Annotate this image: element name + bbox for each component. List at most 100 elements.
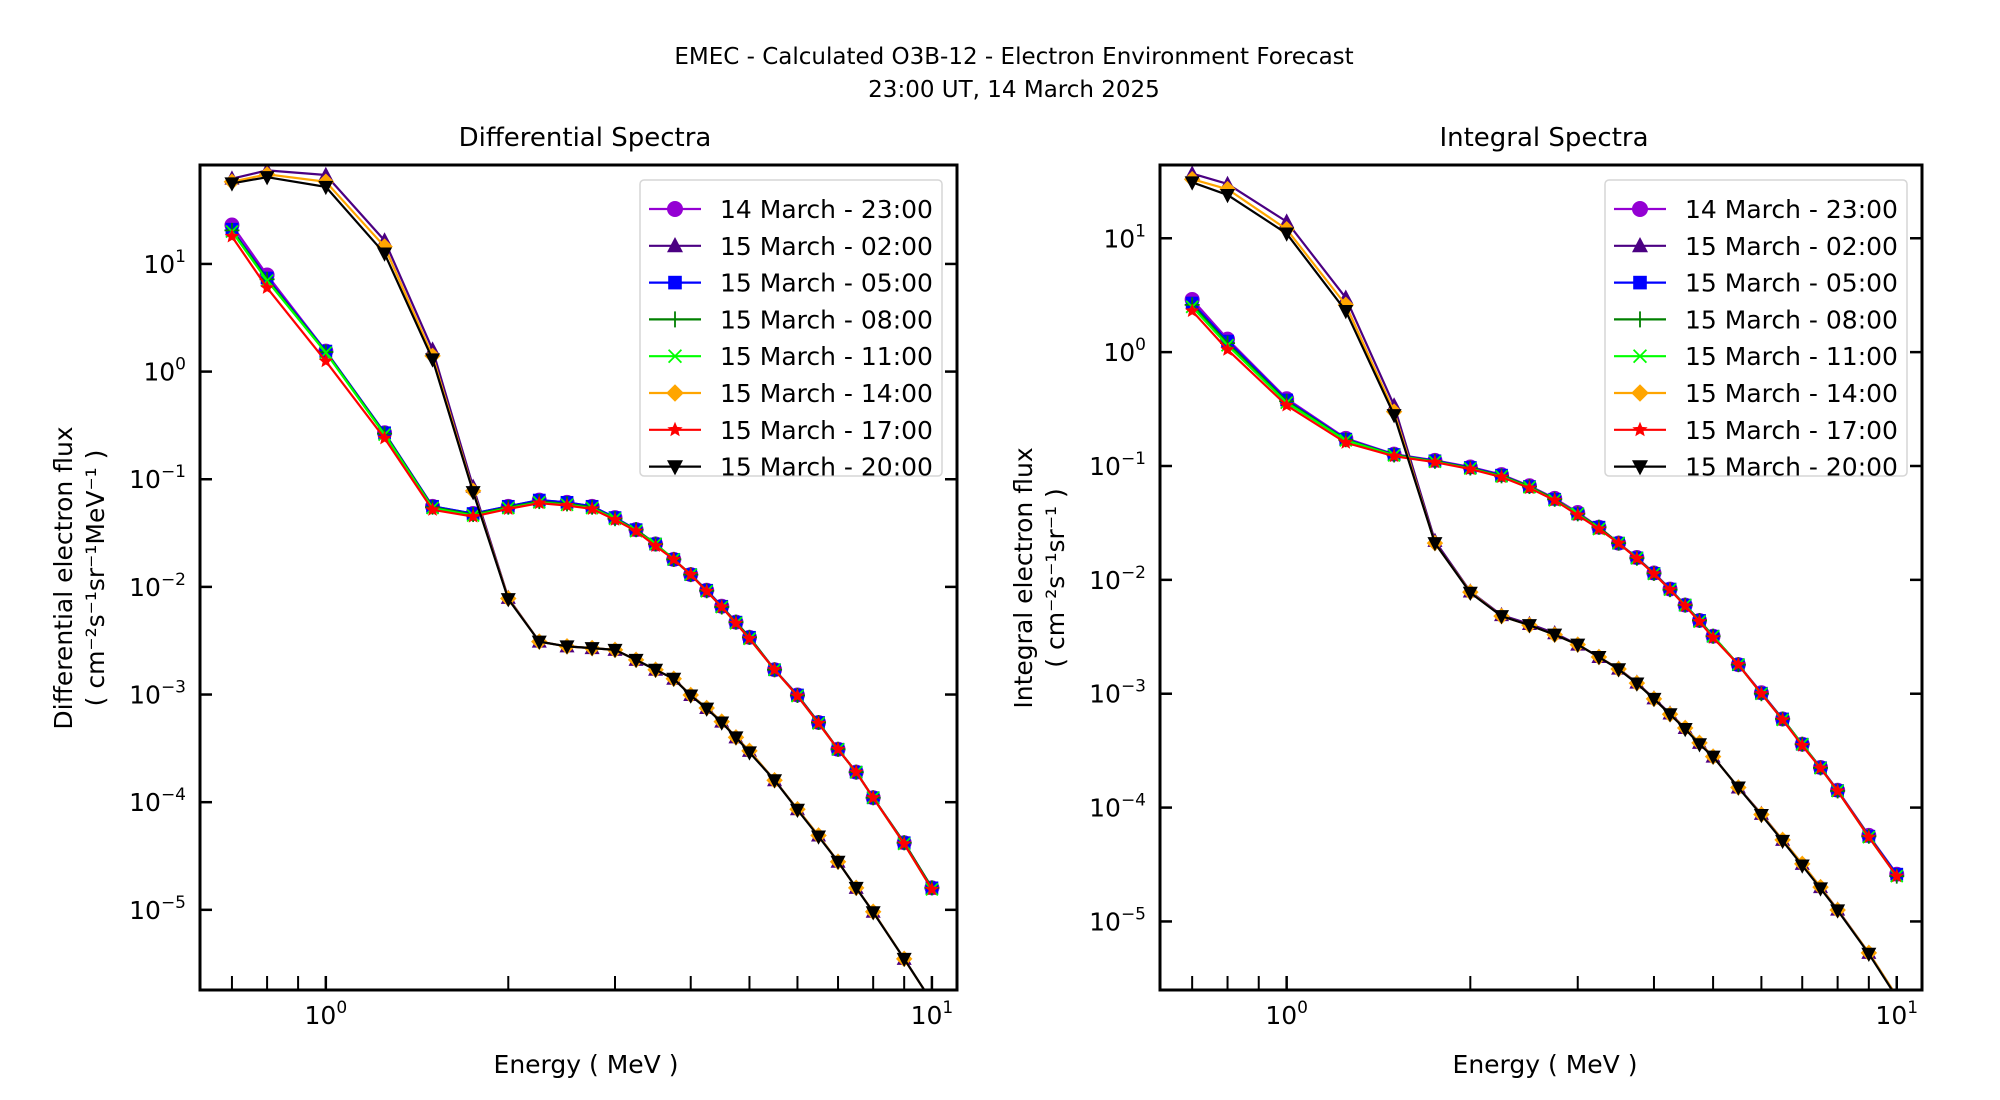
data-point bbox=[830, 855, 846, 870]
data-point bbox=[1629, 551, 1644, 565]
legend-marker-x-icon bbox=[1632, 349, 1648, 364]
data-point bbox=[531, 635, 547, 650]
data-point bbox=[714, 716, 730, 731]
integral-spectra-panel: Integral Spectra Integral electron flux … bbox=[1009, 123, 1924, 1079]
y-axis-label-line2: ( cm⁻²s⁻¹sr⁻¹ ) bbox=[1041, 488, 1070, 667]
data-point bbox=[1813, 882, 1829, 897]
legend-label: 15 March - 11:00 bbox=[720, 342, 933, 371]
y-axis-label-line1: Differential electron flux bbox=[49, 426, 78, 729]
data-point bbox=[1279, 397, 1294, 412]
data-point bbox=[607, 512, 623, 526]
legend-item: 15 March - 11:00 bbox=[649, 342, 933, 371]
legend-frame bbox=[639, 179, 943, 477]
data-point bbox=[1662, 708, 1678, 723]
data-point bbox=[1889, 868, 1904, 883]
data-point bbox=[1754, 686, 1769, 700]
data-point bbox=[425, 502, 440, 516]
data-point bbox=[628, 523, 644, 538]
data-point bbox=[1678, 598, 1693, 613]
data-point bbox=[1646, 566, 1662, 580]
data-point bbox=[728, 731, 744, 746]
data-point bbox=[532, 495, 547, 510]
data-point bbox=[628, 653, 644, 669]
legend-item: 15 March - 08:00 bbox=[649, 305, 933, 334]
data-point bbox=[224, 228, 240, 243]
data-point bbox=[1813, 760, 1828, 775]
data-point bbox=[865, 906, 881, 921]
legend-marker-triangle-up-icon bbox=[1632, 237, 1648, 253]
data-point bbox=[377, 247, 393, 262]
legend-label: 15 March - 17:00 bbox=[720, 416, 933, 445]
y-tick-label: 10−5 bbox=[1089, 904, 1146, 936]
data-point bbox=[1386, 409, 1402, 424]
legend-marker-triangle-down-icon bbox=[1632, 460, 1648, 476]
axes-frame bbox=[1158, 163, 1924, 992]
data-point bbox=[1705, 630, 1721, 644]
data-point bbox=[1629, 677, 1645, 692]
data-point bbox=[1795, 738, 1810, 752]
data-point bbox=[742, 631, 757, 645]
data-point bbox=[1547, 492, 1562, 507]
legend-marker-star-icon bbox=[1632, 421, 1648, 437]
legend-marker-circle-icon bbox=[1632, 201, 1648, 217]
legend-item: 15 March - 02:00 bbox=[1614, 232, 1898, 261]
y-axis-label-line1: Integral electron flux bbox=[1009, 447, 1038, 708]
data-point bbox=[1185, 303, 1200, 318]
data-point bbox=[767, 774, 783, 789]
legend-label: 15 March - 20:00 bbox=[720, 453, 933, 482]
data-point bbox=[584, 501, 600, 515]
y-tick-label: 100 bbox=[143, 355, 186, 387]
legend-marker-x-icon bbox=[667, 349, 683, 364]
data-point bbox=[1662, 582, 1678, 596]
legend-label: 15 March - 05:00 bbox=[1685, 269, 1898, 298]
data-point bbox=[1591, 521, 1607, 536]
data-point bbox=[1570, 638, 1586, 653]
data-point bbox=[848, 881, 864, 897]
data-point bbox=[1830, 783, 1845, 798]
data-point bbox=[1463, 461, 1478, 476]
data-point bbox=[1705, 750, 1721, 765]
data-point bbox=[1570, 507, 1585, 522]
data-point bbox=[849, 764, 864, 779]
data-point bbox=[666, 551, 681, 566]
data-point bbox=[897, 836, 912, 850]
data-point bbox=[811, 830, 827, 845]
data-point bbox=[1279, 213, 1295, 228]
data-point bbox=[1462, 586, 1478, 602]
legend-item: 15 March - 11:00 bbox=[1614, 342, 1898, 371]
legend-label: 15 March - 14:00 bbox=[720, 379, 933, 408]
legend-item: 15 March - 20:00 bbox=[649, 453, 933, 482]
plot-area bbox=[1183, 165, 1905, 990]
differential-spectra-panel: Differential Spectra Differential electr… bbox=[49, 123, 959, 1079]
data-point bbox=[501, 501, 516, 515]
legend-marker-plus-icon bbox=[1632, 311, 1648, 328]
legend-label: 15 March - 08:00 bbox=[720, 305, 933, 334]
figure-title: EMEC - Calculated O3B-12 - Electron Envi… bbox=[674, 44, 1353, 70]
x-tick-label: 100 bbox=[305, 998, 348, 1030]
legend-marker-square-icon bbox=[1633, 275, 1647, 290]
y-tick-label: 10−2 bbox=[129, 570, 186, 602]
y-tick-label: 10−3 bbox=[1089, 677, 1146, 709]
y-tick-label: 10−4 bbox=[1089, 791, 1146, 823]
data-point bbox=[377, 430, 392, 445]
legend-label: 15 March - 02:00 bbox=[1685, 232, 1898, 261]
data-point bbox=[1730, 781, 1746, 796]
y-axis-label: Differential electron flux ( cm⁻²s⁻¹sr⁻¹… bbox=[49, 426, 110, 729]
x-tick-label: 101 bbox=[1875, 998, 1918, 1030]
data-point bbox=[224, 177, 240, 192]
data-point bbox=[1521, 619, 1537, 634]
x-axis-label: Energy ( MeV ) bbox=[494, 1050, 679, 1079]
legend-marker-diamond-icon bbox=[1631, 384, 1649, 402]
legend-marker-square-icon bbox=[668, 275, 682, 290]
data-point bbox=[830, 741, 846, 756]
data-point bbox=[1338, 304, 1354, 320]
data-point bbox=[741, 746, 757, 761]
data-point bbox=[1611, 663, 1627, 678]
series-15-march-20-00 bbox=[224, 171, 926, 990]
data-point bbox=[1692, 614, 1707, 628]
series-15-march-20-00 bbox=[1184, 176, 1894, 990]
legend-label: 15 March - 08:00 bbox=[1685, 305, 1898, 334]
x-tick-label: 100 bbox=[1265, 998, 1308, 1030]
data-point bbox=[1220, 342, 1235, 356]
data-point bbox=[648, 663, 664, 678]
